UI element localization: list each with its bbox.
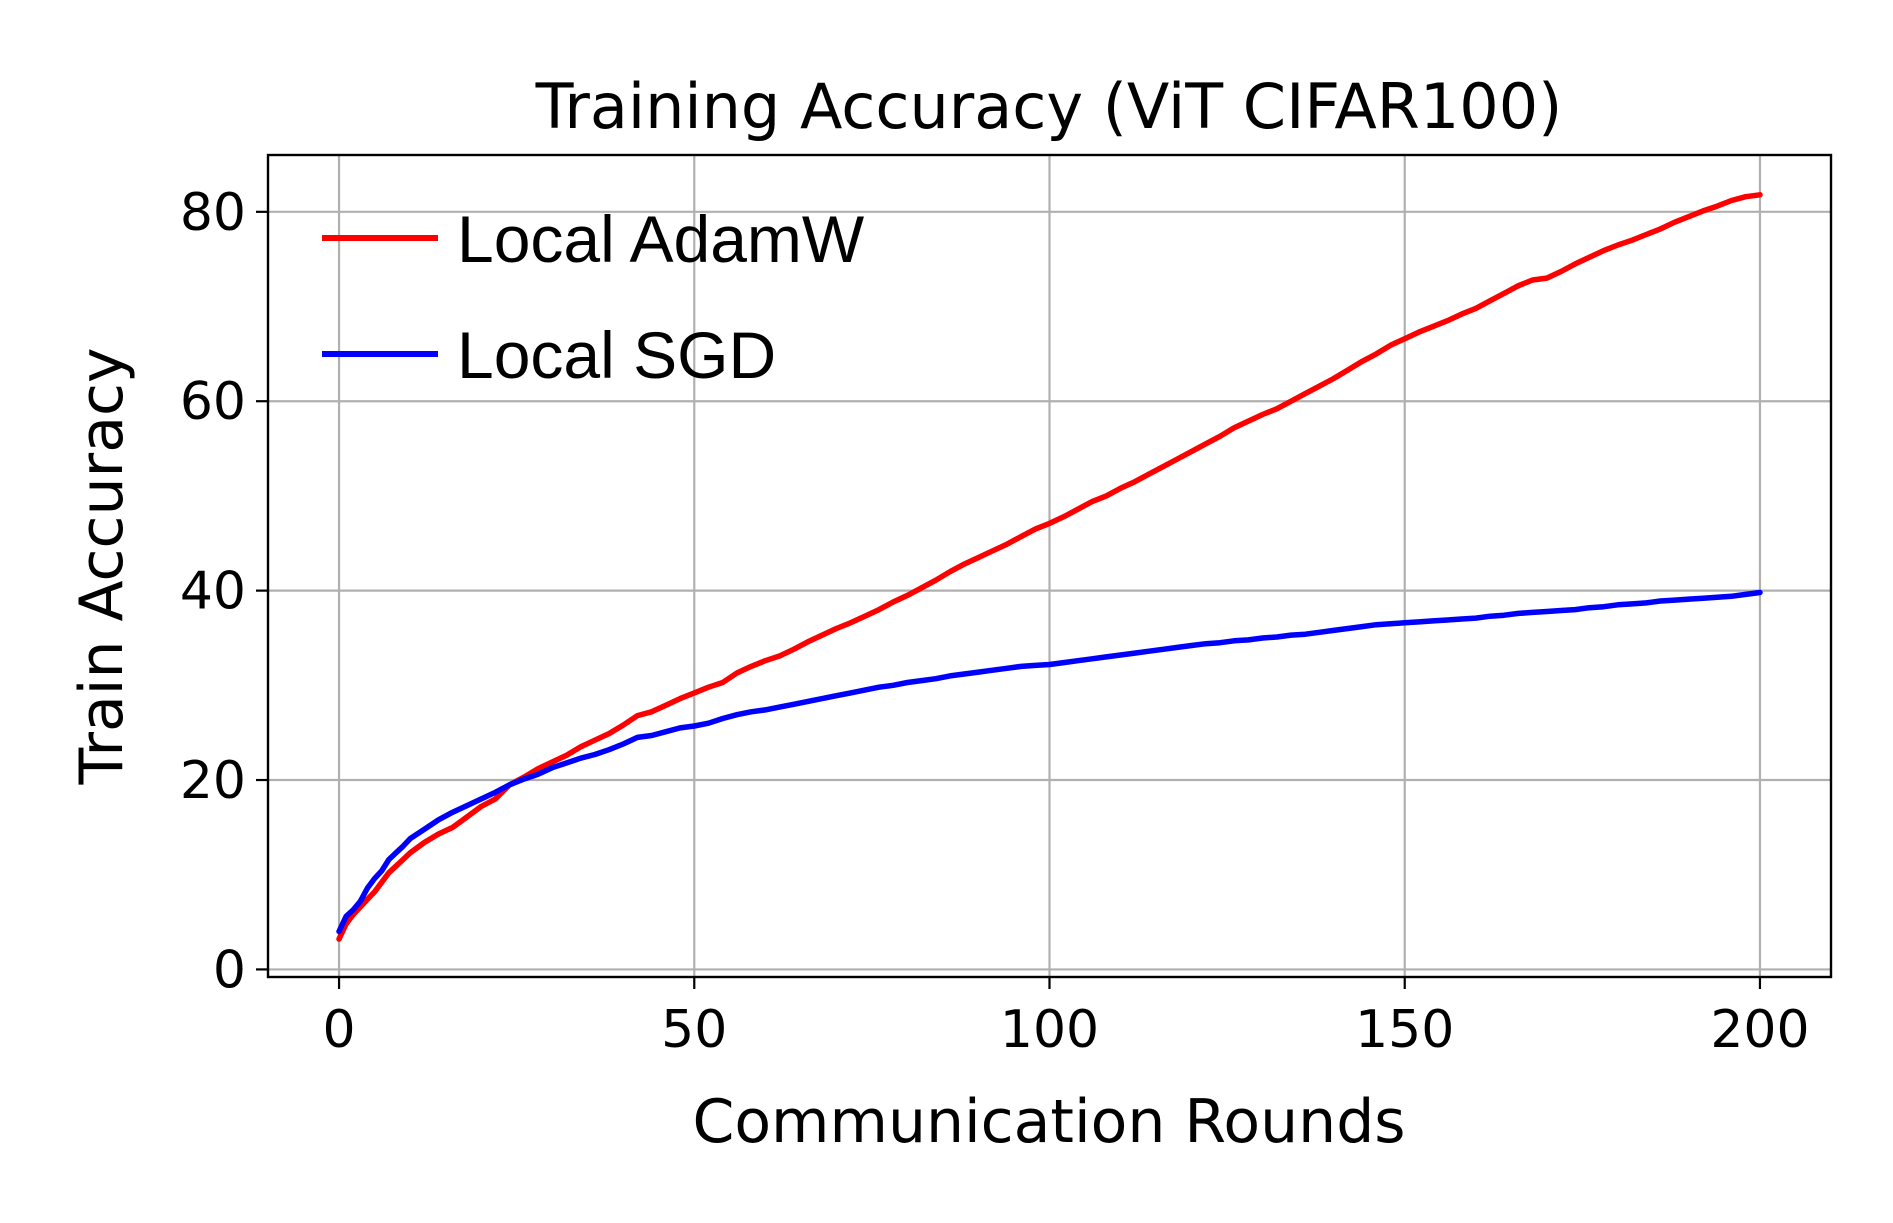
axis-ticks: 0 50 100 150 200 0 20 40 60 80 [180, 183, 1810, 1060]
series-line-local-sgd [336, 589, 1763, 935]
x-axis-label: Communication Rounds [692, 1087, 1405, 1157]
legend-label-local-sgd: Local SGD [457, 318, 776, 392]
legend: Local AdamW Local SGD [322, 202, 865, 392]
y-tick-label: 20 [180, 751, 246, 811]
x-tick-label: 0 [322, 1000, 355, 1060]
series-lines [336, 192, 1763, 942]
x-tick-label: 50 [661, 1000, 727, 1060]
x-tick-label: 150 [1355, 1000, 1454, 1060]
y-axis-label: Train Accuracy [67, 348, 137, 786]
legend-label-local-adamw: Local AdamW [457, 202, 865, 276]
y-tick-label: 60 [180, 372, 246, 432]
y-tick-label: 40 [180, 562, 246, 622]
x-tick-label: 200 [1710, 1000, 1809, 1060]
chart-title: Training Accuracy (ViT CIFAR100) [535, 70, 1563, 143]
y-tick-label: 0 [213, 940, 246, 1000]
x-tick-label: 100 [1000, 1000, 1099, 1060]
y-tick-label: 80 [180, 183, 246, 243]
